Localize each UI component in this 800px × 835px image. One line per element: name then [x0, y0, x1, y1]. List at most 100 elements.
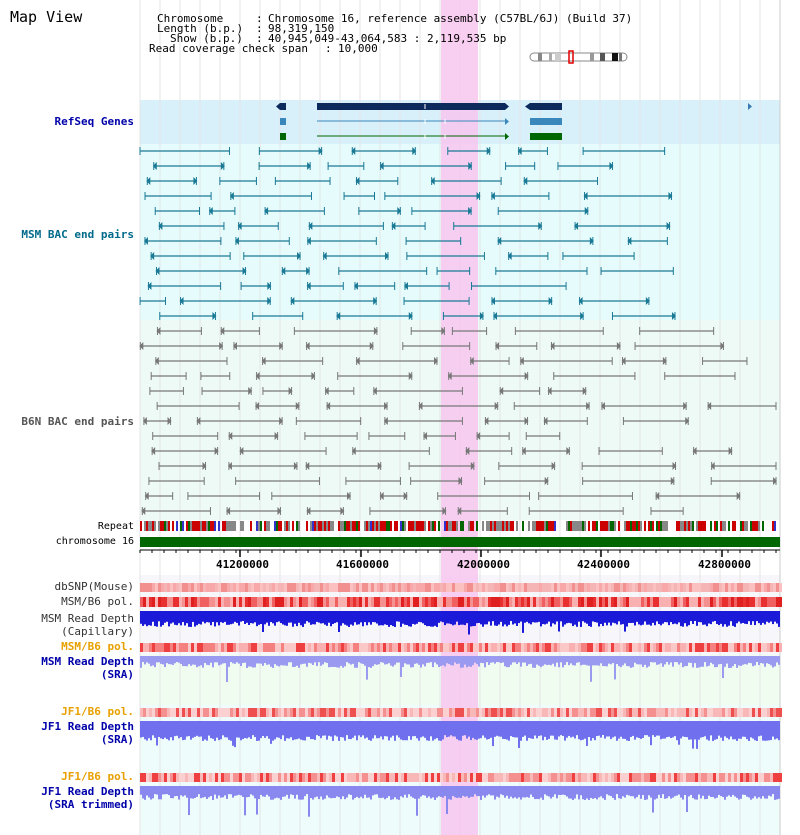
- read-depth-bin: [182, 786, 184, 797]
- read-depth-bin: [732, 721, 734, 740]
- polymorphism-bin: [524, 597, 527, 607]
- polymorphism-bin: [623, 773, 626, 782]
- b6n-bac-pair: [736, 492, 741, 500]
- polymorphism-bin: [587, 708, 590, 717]
- repeat-element: [354, 521, 356, 531]
- read-depth-bin: [700, 786, 702, 799]
- polymorphism-bin: [488, 597, 491, 607]
- label-msm-depth-sra-1[interactable]: MSM Read Depth: [41, 655, 134, 668]
- polymorphism-bin: [734, 773, 737, 782]
- label-b6n-bac[interactable]: B6N BAC end pairs: [21, 415, 134, 428]
- read-depth-bin: [318, 786, 320, 800]
- read-depth-bin: [202, 656, 204, 668]
- read-depth-bin: [246, 721, 248, 739]
- polymorphism-bin: [722, 643, 725, 652]
- polymorphism-bin: [452, 597, 455, 607]
- repeat-element: [212, 521, 214, 531]
- polymorphism-bin: [245, 597, 248, 607]
- b6n-bac-pair: [295, 402, 300, 410]
- read-depth-bin: [188, 721, 190, 737]
- read-depth-bin: [518, 786, 520, 798]
- polymorphism-bin: [536, 643, 539, 652]
- polymorphism-bin: [440, 773, 443, 782]
- polymorphism-bin: [491, 773, 494, 782]
- polymorphism-bin: [398, 773, 401, 782]
- polymorphism-bin: [725, 597, 728, 607]
- read-depth-bin: [356, 721, 358, 741]
- polymorphism-bin: [359, 643, 362, 652]
- polymorphism-bin: [464, 708, 467, 717]
- polymorphism-bin: [545, 643, 548, 652]
- polymorphism-bin: [701, 708, 704, 717]
- read-depth-bin: [390, 721, 392, 738]
- polymorphism-bin: [335, 643, 338, 652]
- read-depth-bin: [162, 611, 164, 626]
- polymorphism-bin: [719, 643, 722, 652]
- polymorphism-bin: [779, 597, 782, 607]
- read-depth-bin: [284, 656, 286, 666]
- polymorphism-bin: [449, 708, 452, 717]
- polymorphism-bin: [713, 583, 716, 592]
- read-depth-bin: [232, 611, 234, 624]
- read-depth-bin: [386, 721, 388, 737]
- read-depth-bin: [142, 611, 144, 626]
- read-depth-bin: [704, 721, 706, 737]
- repeat-element: [634, 521, 636, 531]
- polymorphism-bin: [680, 643, 683, 652]
- polymorphism-bin: [386, 643, 389, 652]
- read-depth-bin: [748, 656, 750, 663]
- label-msm-bac[interactable]: MSM BAC end pairs: [21, 228, 134, 241]
- polymorphism-bin: [326, 773, 329, 782]
- repeat-element: [482, 521, 484, 531]
- read-depth-bin: [480, 611, 482, 625]
- polymorphism-bin: [590, 708, 593, 717]
- label-repeat[interactable]: Repeat: [97, 521, 134, 532]
- b6n-bac-pair: [586, 402, 591, 410]
- read-depth-bin: [628, 611, 630, 623]
- read-depth-bin: [714, 656, 716, 668]
- polymorphism-bin: [293, 597, 296, 607]
- read-depth-bin: [492, 721, 494, 747]
- read-depth-bin: [268, 656, 270, 665]
- read-depth-bin: [630, 721, 632, 737]
- polymorphism-bin: [692, 773, 695, 782]
- msm-bac-pair: [574, 222, 579, 230]
- label-msm-depth-cap-1[interactable]: MSM Read Depth: [41, 612, 134, 625]
- read-depth-bin: [624, 611, 626, 632]
- read-depth-bin: [596, 721, 598, 737]
- read-depth-bin: [626, 786, 628, 795]
- label-msm-b6-pol-sra[interactable]: MSM/B6 pol.: [61, 640, 134, 653]
- read-depth-bin: [370, 786, 372, 800]
- read-depth-bin: [234, 721, 236, 748]
- b6n-bac-pair: [355, 357, 360, 365]
- polymorphism-bin: [695, 773, 698, 782]
- label-jf1-b6-pol[interactable]: JF1/B6 pol.: [61, 705, 134, 718]
- read-depth-bin: [292, 721, 294, 741]
- read-depth-bin: [718, 611, 720, 626]
- polymorphism-bin: [518, 773, 521, 782]
- read-depth-bin: [690, 786, 692, 795]
- read-depth-bin: [274, 721, 276, 740]
- read-depth-bin: [348, 611, 350, 627]
- polymorphism-bin: [290, 708, 293, 717]
- label-msm-b6-pol-cap[interactable]: MSM/B6 pol.: [61, 595, 134, 608]
- repeat-element: [650, 521, 652, 531]
- label-jf1-depth-trim-1[interactable]: JF1 Read Depth: [41, 785, 134, 798]
- read-depth-bin: [326, 721, 328, 740]
- polymorphism-bin: [764, 643, 767, 652]
- read-depth-bin: [534, 721, 536, 736]
- read-depth-bin: [180, 786, 182, 796]
- read-depth-bin: [504, 721, 506, 740]
- repeat-element: [400, 521, 402, 531]
- read-depth-bin: [450, 656, 452, 666]
- label-jf1-depth-1[interactable]: JF1 Read Depth: [41, 720, 134, 733]
- polymorphism-bin: [629, 597, 632, 607]
- read-depth-bin: [392, 721, 394, 736]
- label-refseq-genes[interactable]: RefSeq Genes: [54, 115, 134, 128]
- polymorphism-bin: [443, 773, 446, 782]
- label-jf1-b6-pol-2[interactable]: JF1/B6 pol.: [61, 770, 134, 783]
- label-dbsnp[interactable]: dbSNP(Mouse): [54, 580, 134, 593]
- read-depth-bin: [348, 656, 350, 664]
